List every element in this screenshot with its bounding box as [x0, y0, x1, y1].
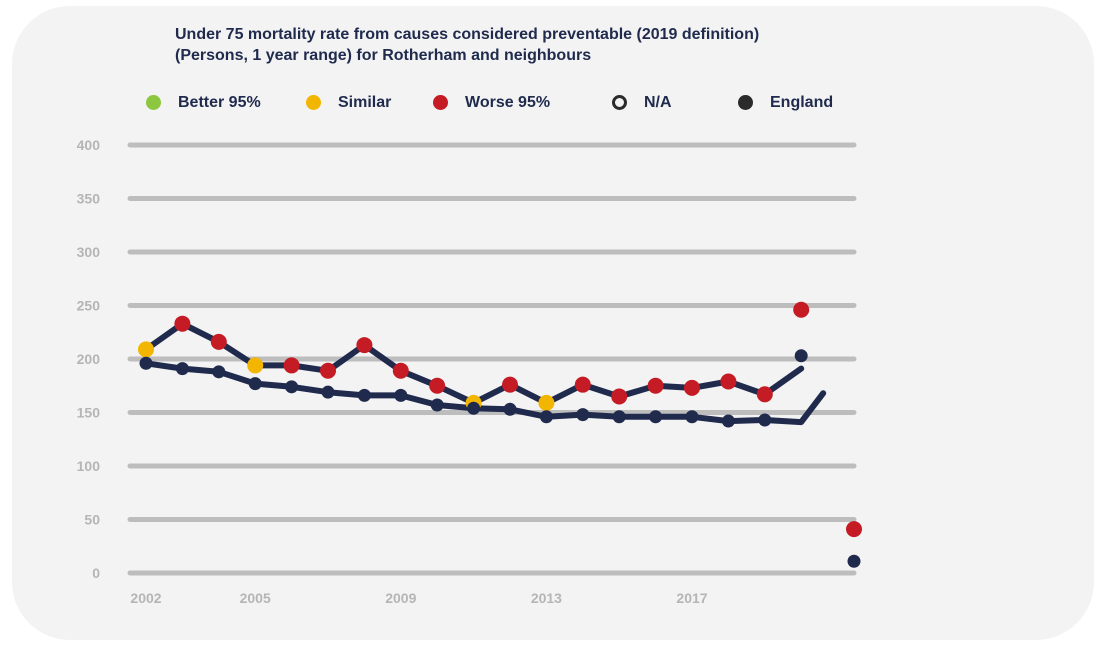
legend-na-ring-icon [612, 95, 627, 110]
data-point [684, 379, 700, 396]
x-tick-label: 2009 [385, 590, 416, 606]
legend-label: Better 95% [178, 94, 261, 111]
data-point [503, 402, 517, 416]
data-point [611, 388, 628, 405]
legend-worse-dot-icon [433, 95, 448, 110]
chart-title-line-1: Under 75 mortality rate from causes cons… [175, 26, 760, 43]
data-point [320, 362, 336, 379]
y-tick-label: 250 [77, 298, 101, 314]
data-point [574, 376, 591, 393]
data-point [212, 365, 226, 379]
legend-similar-dot-icon [306, 95, 321, 110]
x-axis-ticks: 2002 2005 2009 2013 2017 [130, 590, 707, 606]
data-point [285, 380, 299, 394]
y-axis-ticks: 0 50 100 150 200 250 300 350 400 [77, 137, 101, 581]
legend-label: Worse 95% [465, 94, 551, 111]
data-point [430, 398, 444, 412]
data-point [467, 401, 481, 415]
data-point [248, 377, 262, 391]
x-tick-label: 2002 [130, 590, 161, 606]
data-point [647, 377, 664, 394]
data-point [756, 386, 773, 403]
data-point [720, 373, 737, 390]
data-point [649, 410, 663, 424]
legend-england-dot-icon [738, 95, 753, 110]
series-lines [143, 320, 827, 426]
data-point [721, 414, 735, 428]
data-point [846, 521, 862, 538]
y-tick-label: 200 [77, 351, 101, 367]
x-tick-label: 2017 [676, 590, 707, 606]
legend-label: N/A [644, 94, 672, 111]
data-point [576, 408, 590, 422]
y-tick-label: 100 [77, 458, 101, 474]
data-point [847, 554, 861, 568]
data-point [539, 410, 553, 424]
series-markers [138, 301, 862, 568]
legend-better-dot-icon [146, 95, 161, 110]
data-point [794, 349, 808, 363]
data-point [283, 357, 300, 374]
legend-label: Similar [338, 94, 392, 111]
data-point [175, 362, 189, 376]
data-point [321, 385, 335, 399]
y-tick-label: 50 [84, 512, 100, 528]
data-point [394, 388, 408, 402]
legend-label: England [770, 94, 834, 111]
data-point [612, 410, 626, 424]
data-point [174, 315, 191, 332]
y-tick-label: 350 [77, 191, 101, 207]
data-point [210, 333, 227, 350]
data-point [139, 356, 153, 370]
series-line [143, 320, 805, 406]
data-point [357, 388, 371, 402]
data-point [685, 410, 699, 424]
data-point [502, 376, 518, 393]
y-tick-label: 0 [92, 565, 100, 581]
y-tick-label: 300 [77, 244, 101, 260]
data-point [247, 357, 264, 374]
chart-title-line-2: (Persons, 1 year range) for Rotherham an… [175, 47, 592, 64]
chart-card [12, 6, 1094, 640]
data-point [538, 394, 555, 411]
data-point [138, 341, 154, 358]
data-point [429, 377, 446, 394]
x-tick-label: 2013 [531, 590, 562, 606]
y-tick-label: 150 [77, 405, 101, 421]
y-tick-label: 400 [77, 137, 101, 153]
data-point [392, 362, 409, 379]
data-point [793, 301, 810, 318]
gridlines [127, 142, 857, 576]
data-point [758, 413, 772, 427]
data-point [356, 337, 373, 354]
x-tick-label: 2005 [240, 590, 271, 606]
chart-title: Under 75 mortality rate from causes cons… [175, 24, 875, 66]
